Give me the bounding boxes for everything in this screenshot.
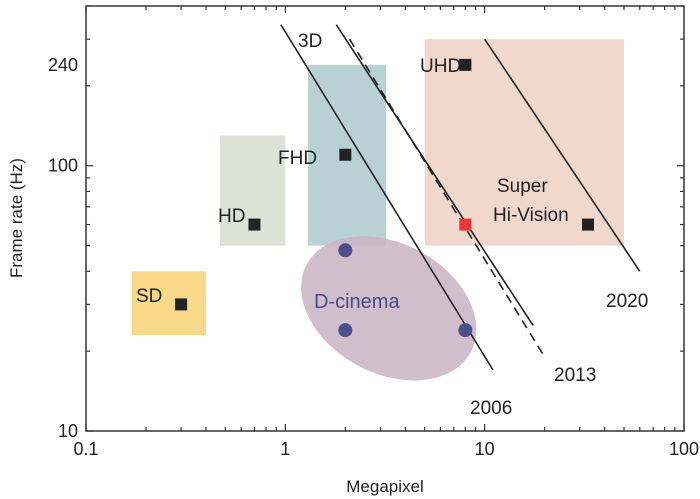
y-tick-label-0: 10 bbox=[58, 421, 78, 441]
y-tick-label-2: 240 bbox=[48, 55, 78, 75]
label-2020: 2020 bbox=[606, 291, 648, 312]
trend-line-2 bbox=[348, 38, 546, 358]
point-circle-8 bbox=[458, 323, 473, 338]
trend-line-0 bbox=[280, 24, 494, 371]
y-axis-title: Frame rate (Hz) bbox=[7, 158, 26, 278]
point-square-1 bbox=[248, 218, 261, 231]
point-circle-7 bbox=[338, 323, 353, 338]
points-layer bbox=[175, 58, 595, 338]
point-square-2 bbox=[339, 148, 352, 161]
y-tick-label-1: 100 bbox=[48, 156, 78, 176]
trend-lines-layer bbox=[280, 24, 641, 371]
point-square-3 bbox=[459, 58, 472, 71]
label-uhd: UHD bbox=[420, 56, 461, 77]
point-circle-6 bbox=[338, 243, 353, 258]
x-tick-label-3: 100 bbox=[669, 439, 699, 459]
label-hi-vision: Hi-Vision bbox=[493, 205, 569, 226]
x-axis-title: Megapixel bbox=[346, 477, 424, 496]
label-super: Super bbox=[497, 176, 548, 197]
region-0 bbox=[131, 271, 207, 336]
label-2013: 2013 bbox=[554, 365, 596, 386]
label-sd: SD bbox=[136, 286, 162, 307]
label-3d: 3D bbox=[298, 31, 322, 52]
x-tick-label-2: 10 bbox=[475, 439, 495, 459]
label-2006: 2006 bbox=[470, 398, 512, 419]
trend-line-3 bbox=[484, 38, 641, 272]
x-tick-label-1: 1 bbox=[280, 439, 290, 459]
label-d-cinema: D-cinema bbox=[314, 291, 400, 313]
label-fhd: FHD bbox=[278, 148, 317, 169]
trend-line-1 bbox=[335, 24, 534, 326]
point-square-5 bbox=[582, 218, 595, 231]
x-tick-label-0: 0.1 bbox=[73, 439, 98, 459]
point-square-4 bbox=[459, 218, 472, 231]
ticks-layer: 0.1 1 10 100 10 100 240 bbox=[48, 5, 699, 459]
plot-frame bbox=[85, 5, 685, 432]
label-hd: HD bbox=[218, 206, 245, 227]
point-square-0 bbox=[175, 298, 188, 311]
